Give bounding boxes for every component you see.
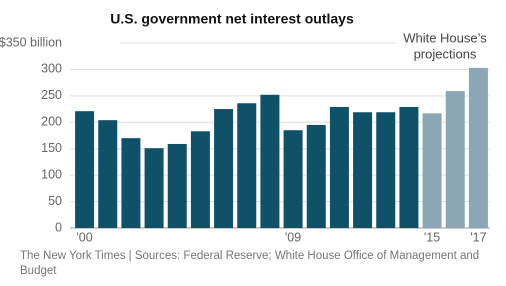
bar xyxy=(167,143,187,228)
bar xyxy=(214,109,234,228)
y-tick-label: 50 xyxy=(48,194,62,208)
bar xyxy=(329,106,349,228)
bar xyxy=(190,131,210,228)
bar xyxy=(121,138,141,228)
x-tick-label: '17 xyxy=(470,230,486,244)
x-tick-label: '00 xyxy=(76,230,92,244)
y-tick-label: 300 xyxy=(41,62,62,76)
y-tick-label: 0 xyxy=(55,220,62,234)
y-tick-label: 100 xyxy=(41,167,62,181)
bar xyxy=(98,120,118,228)
y-tick-label: 250 xyxy=(41,88,62,102)
bar xyxy=(306,124,326,228)
y-tick-label: 150 xyxy=(41,141,62,155)
y-tick-label: $350 billion xyxy=(0,35,62,49)
bar xyxy=(260,94,280,228)
bar xyxy=(353,112,373,228)
x-tick-label: '15 xyxy=(424,230,440,244)
bar xyxy=(376,112,396,228)
chart-title: U.S. government net interest outlays xyxy=(110,11,354,27)
annotation: White House’s xyxy=(403,30,487,45)
x-tick-label: '09 xyxy=(285,230,301,244)
bar xyxy=(75,111,95,228)
bar xyxy=(468,67,488,228)
y-tick-label: 200 xyxy=(41,115,62,129)
source: The New York Times | Sources: Federal Re… xyxy=(20,250,480,277)
bar xyxy=(445,91,465,228)
bar xyxy=(237,103,257,228)
bar xyxy=(144,148,164,228)
chart: U.S. government net interest outlays Whi… xyxy=(0,11,490,244)
bar xyxy=(283,130,303,228)
annotation: projections xyxy=(414,46,477,61)
bar xyxy=(399,106,419,228)
bar xyxy=(422,113,442,228)
